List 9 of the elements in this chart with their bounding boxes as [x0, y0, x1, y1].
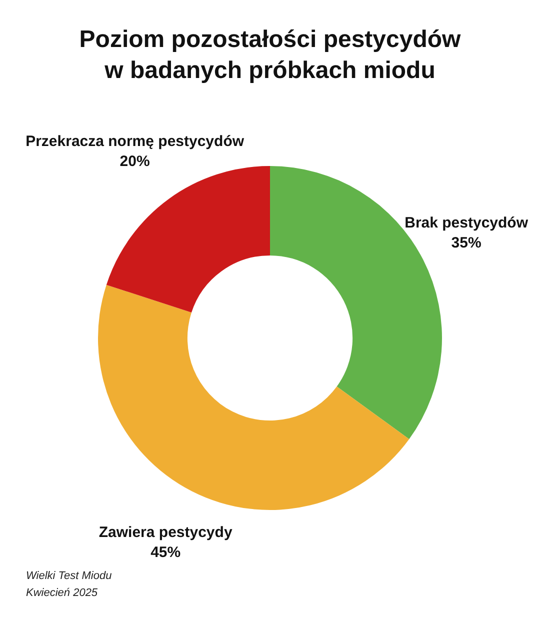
data-label: 35%: [451, 234, 482, 252]
slice-label: Brak pestycydów: [404, 214, 528, 232]
chart-title: Poziom pozostałości pestycydów w badanych próbkach miodu: [78, 25, 462, 86]
data-label: 45%: [150, 544, 181, 562]
text: Wielki Test Miodu: [26, 569, 112, 584]
text: Kwiecień 2025: [26, 586, 99, 601]
data-label: 20%: [120, 153, 150, 170]
slice-label: Zawiera pestycydy: [98, 524, 233, 542]
slice-label: Przekracza normę pestycydów: [26, 133, 244, 150]
